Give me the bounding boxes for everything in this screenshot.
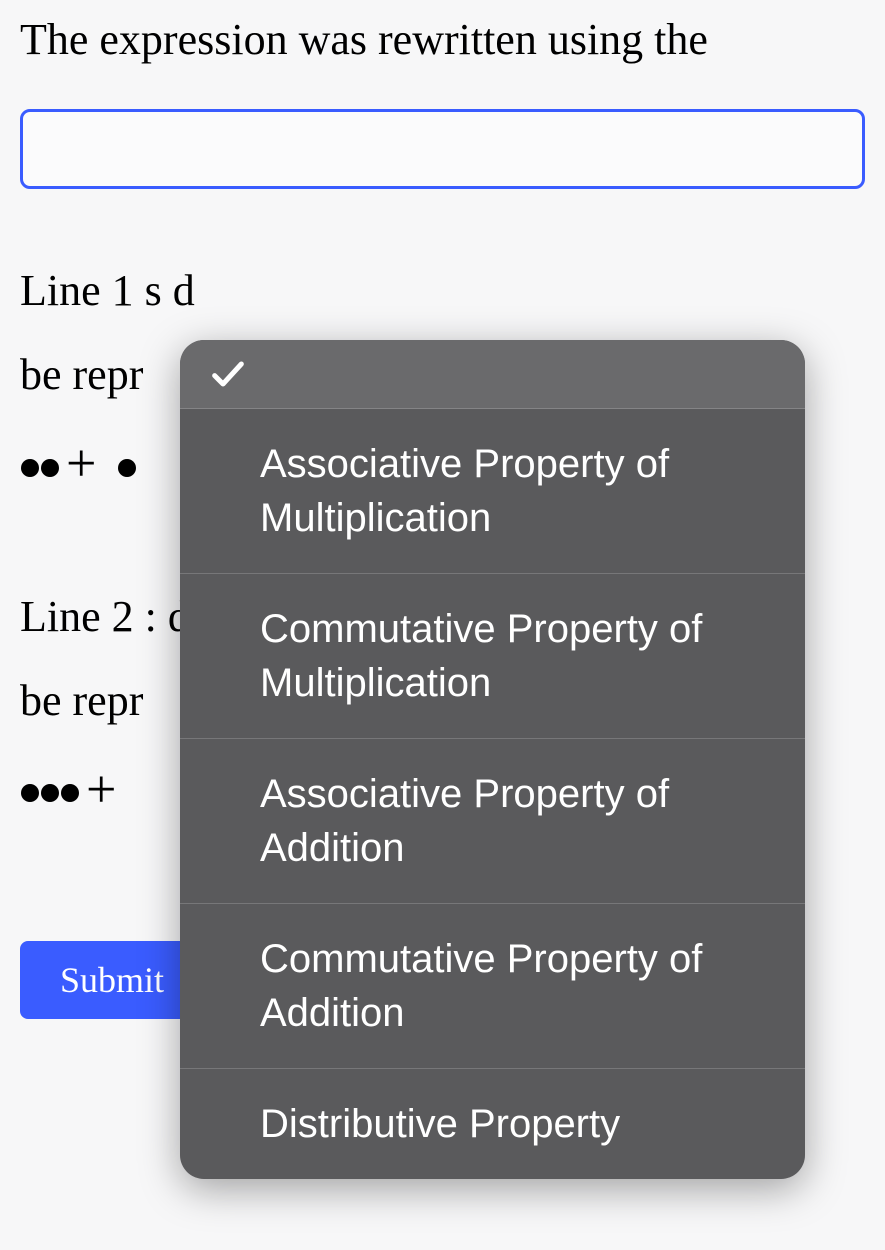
dot-icon [41,459,59,477]
menu-item-comm-mult[interactable]: Commutative Property of Multiplication [180,574,805,739]
dot-icon [21,459,39,477]
menu-item-blank[interactable] [180,340,805,409]
plus-icon: + [66,412,98,515]
menu-item-label: Distributive Property [260,1102,620,1146]
menu-item-distributive[interactable]: Distributive Property [180,1069,805,1179]
prompt-text: The expression was rewritten using the [20,0,865,79]
dot-icon [21,784,39,802]
plus-icon: + [86,738,118,841]
submit-button[interactable]: Submit [20,941,204,1019]
checkmark-icon [208,354,248,394]
line1-text: Line 1 s d [20,249,865,333]
menu-item-assoc-add[interactable]: Associative Property of Addition [180,739,805,904]
menu-item-label: Commutative Property of Addition [260,937,702,1035]
menu-item-label: Commutative Property of Multiplication [260,607,702,705]
menu-item-comm-add[interactable]: Commutative Property of Addition [180,904,805,1069]
property-dropdown[interactable] [20,109,865,189]
menu-item-label: Associative Property of Multiplication [260,442,669,540]
menu-item-assoc-mult[interactable]: Associative Property of Multiplication [180,409,805,574]
menu-item-label: Associative Property of Addition [260,772,669,870]
dot-icon [61,784,79,802]
dropdown-menu: Associative Property of Multiplication C… [180,340,805,1179]
dot-icon [41,784,59,802]
dot-icon [118,459,136,477]
